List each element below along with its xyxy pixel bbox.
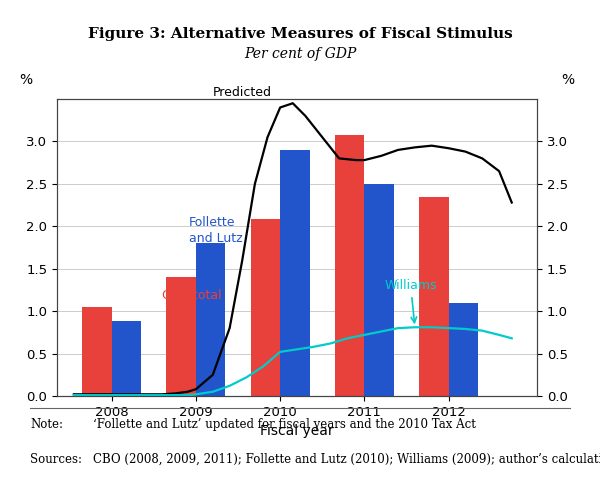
Text: %: % xyxy=(562,73,575,87)
X-axis label: Fiscal year: Fiscal year xyxy=(260,424,334,438)
Bar xyxy=(112,321,141,396)
Bar xyxy=(449,302,478,396)
Bar xyxy=(196,243,226,396)
Text: Figure 3: Alternative Measures of Fiscal Stimulus: Figure 3: Alternative Measures of Fiscal… xyxy=(88,27,512,41)
Bar xyxy=(280,150,310,396)
Text: Per cent of GDP: Per cent of GDP xyxy=(244,47,356,61)
Text: Predicted: Predicted xyxy=(213,86,272,99)
Text: Sources:: Sources: xyxy=(30,453,82,466)
Text: Williams: Williams xyxy=(385,279,437,323)
Text: Follette
and Lutz: Follette and Lutz xyxy=(189,216,243,245)
Bar xyxy=(335,136,364,396)
Text: CBO (2008, 2009, 2011); Follette and Lutz (2010); Williams (2009); author’s calc: CBO (2008, 2009, 2011); Follette and Lut… xyxy=(93,453,600,466)
Bar xyxy=(251,219,280,396)
Text: %: % xyxy=(19,73,32,87)
Text: Note:: Note: xyxy=(30,418,63,431)
Bar xyxy=(419,197,449,396)
Bar xyxy=(364,184,394,396)
Text: CBO total: CBO total xyxy=(162,290,222,302)
Text: ‘Follette and Lutz’ updated for fiscal years and the 2010 Tax Act: ‘Follette and Lutz’ updated for fiscal y… xyxy=(93,418,476,431)
Bar xyxy=(166,277,196,396)
Bar xyxy=(82,307,112,396)
